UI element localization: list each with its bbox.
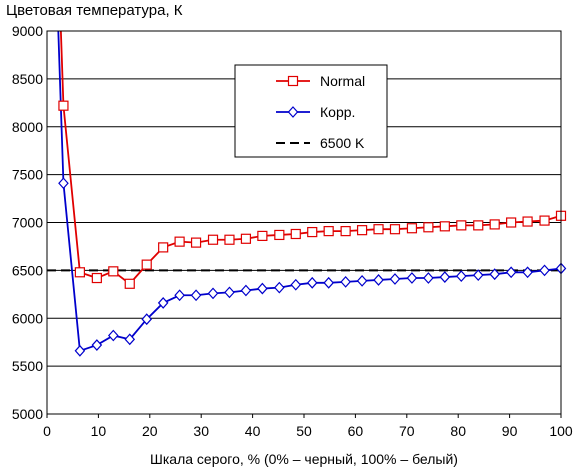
data-point: [257, 282, 268, 295]
data-point: [456, 220, 467, 231]
data-point: [356, 275, 368, 287]
data-point: [108, 266, 119, 277]
data-point: [539, 215, 550, 226]
chart-title: Цветовая температура, К: [6, 2, 183, 19]
data-point: [439, 221, 450, 232]
data-point: [240, 284, 252, 297]
data-point: [107, 329, 119, 342]
data-point: [124, 333, 136, 346]
y-tick-label: 5000: [12, 406, 43, 422]
data-point: [423, 272, 434, 284]
data-point: [307, 226, 318, 238]
y-tick-label: 8000: [12, 119, 43, 135]
data-point: [207, 234, 219, 245]
data-point: [423, 222, 434, 233]
data-point: [389, 273, 401, 285]
data-point: [373, 224, 384, 235]
legend: Normal Корр. 6500 K: [234, 64, 388, 158]
legend-marker: [287, 106, 299, 118]
x-tick-label: 20: [142, 423, 158, 439]
data-point: [141, 313, 153, 326]
data-point: [157, 297, 169, 309]
y-tick-label: 9000: [12, 23, 43, 39]
data-point: [174, 289, 185, 302]
data-point: [539, 264, 550, 277]
data-point: [489, 268, 501, 281]
series-layer: [47, 30, 567, 357]
y-tick-label: 7000: [12, 215, 43, 231]
y-tick-label: 6500: [12, 262, 43, 278]
data-point: [174, 236, 185, 247]
data-point: [323, 276, 334, 289]
legend-box: [234, 64, 388, 158]
data-point: [473, 220, 484, 231]
x-axis-ticks: 0 10 20 30 40 50 60 70 80 90 100: [43, 414, 573, 439]
data-point: [406, 223, 418, 234]
data-point: [190, 237, 202, 248]
data-point: [290, 278, 302, 291]
x-axis-label: Шкала серого, % (0% – черный, 100% – бел…: [150, 451, 458, 467]
data-point: [190, 289, 202, 302]
x-tick-label: 50: [296, 423, 312, 439]
data-point: [406, 272, 418, 284]
data-point: [323, 226, 334, 237]
data-point: [522, 266, 533, 279]
legend-label: Normal: [320, 73, 365, 89]
data-point: [124, 278, 135, 289]
data-point: [91, 272, 102, 284]
data-point: [141, 259, 152, 270]
x-tick-label: 10: [91, 423, 107, 439]
data-point: [522, 216, 533, 227]
data-point: [472, 269, 484, 282]
legend-label: Корр.: [320, 104, 355, 120]
data-point: [505, 266, 517, 279]
data-point: [91, 339, 103, 351]
y-axis-ticks: 5000 5500 6000 6500 7000 7500 8000 8500 9000: [12, 23, 43, 422]
plot-frame: [46, 30, 562, 415]
series-normal: [58, 30, 567, 289]
data-point: [274, 229, 285, 241]
data-point: [340, 275, 351, 288]
data-point: [257, 230, 268, 242]
data-point: [373, 274, 384, 286]
y-tick-label: 8500: [12, 71, 43, 87]
x-tick-label: 30: [193, 423, 209, 439]
data-point: [439, 271, 451, 283]
data-point: [74, 267, 85, 278]
data-point: [74, 344, 86, 357]
data-point: [340, 226, 351, 237]
x-tick-label: 0: [43, 423, 51, 439]
data-point: [455, 270, 467, 283]
x-tick-label: 70: [399, 423, 415, 439]
x-tick-label: 100: [549, 423, 573, 439]
data-point: [224, 286, 235, 299]
series-корр: [57, 30, 567, 357]
x-tick-label: 40: [245, 423, 261, 439]
legend-marker: [287, 75, 299, 87]
data-point: [290, 228, 301, 240]
data-point: [207, 287, 219, 300]
data-point: [240, 233, 252, 244]
x-tick-label: 80: [450, 423, 466, 439]
data-point: [489, 219, 500, 230]
y-tick-label: 7500: [12, 167, 43, 183]
data-point: [506, 217, 517, 228]
y-tick-label: 5500: [12, 358, 43, 374]
legend-label: 6500 K: [320, 135, 365, 151]
x-tick-label: 60: [348, 423, 364, 439]
data-point: [224, 234, 235, 245]
data-point: [58, 177, 69, 190]
data-point: [306, 276, 318, 289]
y-tick-label: 6000: [12, 310, 43, 326]
x-tick-label: 90: [502, 423, 518, 439]
data-point: [158, 242, 169, 253]
data-point: [58, 100, 69, 111]
data-point: [274, 281, 285, 294]
data-point: [389, 224, 401, 235]
data-point: [356, 225, 368, 236]
